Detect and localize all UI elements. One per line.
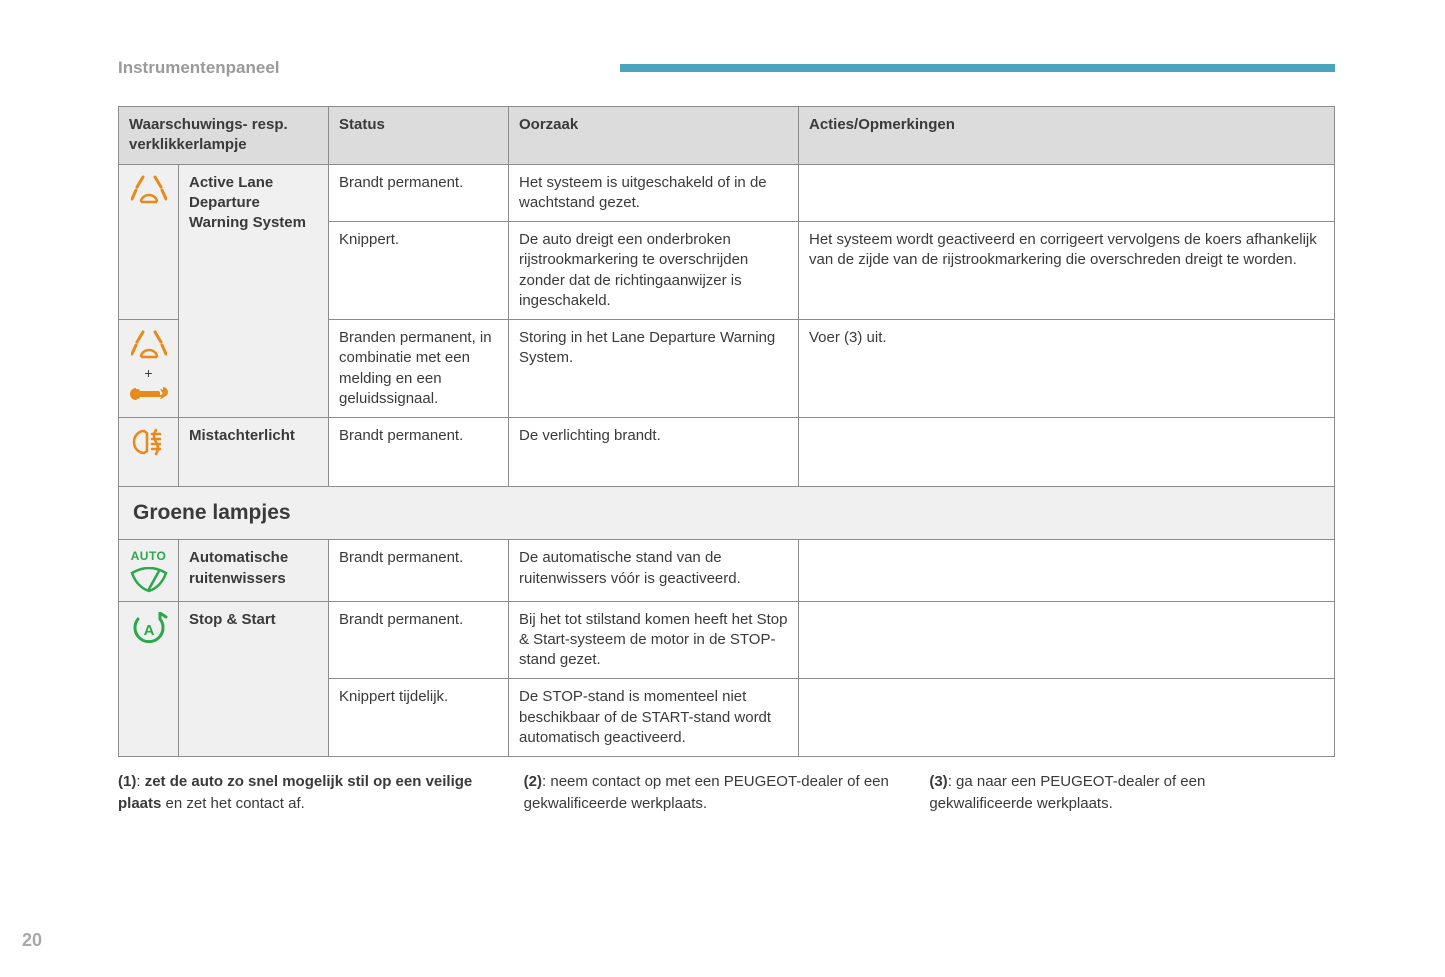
lamp-name: Stop & Start: [179, 601, 329, 757]
lamp-name: Automatische ruitenwissers: [179, 540, 329, 601]
header-rule: [620, 64, 1335, 72]
lamp-name: Active Lane Departure Warning System: [179, 164, 329, 418]
status-cell: Brandt permanent.: [329, 418, 509, 487]
lamp-name: Mistachterlicht: [179, 418, 329, 487]
status-cell: Brandt permanent.: [329, 601, 509, 679]
auto-label: AUTO: [121, 548, 176, 564]
cause-cell: Storing in het Lane Departure Warning Sy…: [509, 320, 799, 418]
plus-label: +: [121, 364, 176, 383]
page-number: 20: [22, 930, 42, 951]
cause-cell: De verlichting brandt.: [509, 418, 799, 487]
section-row: Groene lampjes: [119, 487, 1335, 540]
chapter-title: Instrumentenpaneel: [118, 58, 280, 78]
action-cell: [799, 540, 1335, 601]
status-cell: Knippert tijdelijk.: [329, 679, 509, 757]
table-row: Active Lane Departure Warning System Bra…: [119, 164, 1335, 222]
icon-cell: [119, 164, 179, 320]
col-lamp: Waarschuwings- resp. verklikkerlampje: [119, 107, 329, 165]
action-cell: Het systeem wordt geactiveerd en corrige…: [799, 222, 1335, 320]
action-cell: [799, 601, 1335, 679]
warning-lights-table: Waarschuwings- resp. verklikkerlampje St…: [118, 106, 1335, 757]
section-green-header: Groene lampjes: [119, 487, 1335, 540]
action-cell: [799, 418, 1335, 487]
cause-cell: De STOP-stand is momenteel niet beschikb…: [509, 679, 799, 757]
col-action: Acties/Opmerkingen: [799, 107, 1335, 165]
wiper-icon: [129, 567, 169, 593]
table-row: Mistachterlicht Brandt permanent. De ver…: [119, 418, 1335, 487]
cause-cell: De auto dreigt een onderbroken rijstrook…: [509, 222, 799, 320]
footnote-3: (3): ga naar een PEUGEOT-dealer of een g…: [929, 771, 1335, 815]
action-cell: Voer (3) uit.: [799, 320, 1335, 418]
icon-cell: AUTO: [119, 540, 179, 601]
icon-cell: +: [119, 320, 179, 418]
col-cause: Oorzaak: [509, 107, 799, 165]
table-row: A Stop & Start Brandt permanent. Bij het…: [119, 601, 1335, 679]
action-cell: [799, 164, 1335, 222]
footnote-1: (1): zet de auto zo snel mogelijk stil o…: [118, 771, 524, 815]
action-cell: [799, 679, 1335, 757]
rear-fog-light-icon: [130, 428, 168, 456]
footnote-2: (2): neem contact op met een PEUGEOT-dea…: [524, 771, 930, 815]
col-status: Status: [329, 107, 509, 165]
status-cell: Branden permanent, in combinatie met een…: [329, 320, 509, 418]
status-cell: Knippert.: [329, 222, 509, 320]
icon-cell: [119, 418, 179, 487]
cause-cell: Bij het tot stilstand komen heeft het St…: [509, 601, 799, 679]
status-cell: Brandt permanent.: [329, 164, 509, 222]
lane-departure-icon: [131, 175, 167, 207]
stop-start-icon: A: [130, 612, 168, 646]
footnotes: (1): zet de auto zo snel mogelijk stil o…: [118, 771, 1335, 815]
page-header: Instrumentenpaneel: [118, 58, 1335, 78]
lane-departure-icon: [131, 330, 167, 362]
table-header-row: Waarschuwings- resp. verklikkerlampje St…: [119, 107, 1335, 165]
icon-cell: A: [119, 601, 179, 757]
table-row: AUTO Automatische ruitenwissers Brandt p…: [119, 540, 1335, 601]
svg-text:A: A: [143, 622, 154, 639]
cause-cell: Het systeem is uitgeschakeld of in de wa…: [509, 164, 799, 222]
status-cell: Brandt permanent.: [329, 540, 509, 601]
cause-cell: De automatische stand van de ruitenwisse…: [509, 540, 799, 601]
wrench-icon: [130, 385, 168, 403]
